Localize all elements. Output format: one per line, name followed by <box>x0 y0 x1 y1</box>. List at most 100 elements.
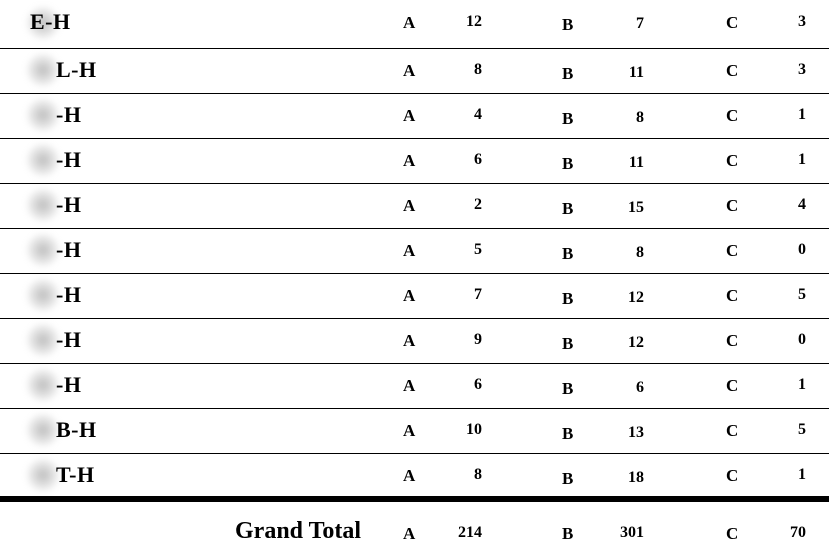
table-row: -H A 4 B 8 C 1 <box>0 94 829 139</box>
row-name: T-H <box>56 462 95 487</box>
col-b-value: 18 <box>628 469 644 486</box>
col-c-label: C <box>726 376 739 395</box>
col-a-label: A <box>403 331 416 350</box>
table-row: -H A 6 B 6 C 1 <box>0 364 829 409</box>
col-b-label: B <box>562 15 574 34</box>
col-b-value: 11 <box>628 154 644 171</box>
col-c-label: C <box>726 151 739 170</box>
col-b-value: 13 <box>628 424 644 441</box>
total-b-label: B <box>562 524 574 543</box>
redacted-prefix <box>26 53 60 87</box>
col-c-label: C <box>726 13 739 32</box>
redacted-prefix <box>26 458 60 492</box>
redacted-prefix <box>26 143 60 177</box>
row-name: E-H <box>30 9 71 34</box>
redacted-prefix <box>26 413 60 447</box>
col-c-label: C <box>726 106 739 125</box>
redacted-prefix <box>26 188 60 222</box>
col-b-label: B <box>562 64 574 83</box>
col-c-value: 0 <box>798 331 806 348</box>
col-a-value: 6 <box>474 376 482 393</box>
table-row: T-H A 8 B 18 C 1 <box>0 454 829 499</box>
total-c-label: C <box>726 524 739 543</box>
col-a-value: 8 <box>474 61 482 78</box>
col-b-value: 8 <box>636 244 644 261</box>
col-b-label: B <box>562 289 574 308</box>
total-c-value: 70 <box>790 524 806 541</box>
row-name: -H <box>56 237 82 262</box>
col-c-value: 3 <box>798 61 806 78</box>
row-name: -H <box>56 282 82 307</box>
col-a-label: A <box>403 376 416 395</box>
row-name: -H <box>56 192 82 217</box>
col-b-label: B <box>562 109 574 128</box>
redacted-prefix <box>26 278 60 312</box>
col-c-value: 1 <box>798 376 806 393</box>
col-a-value: 10 <box>466 421 482 438</box>
col-a-value: 6 <box>474 151 482 168</box>
col-a-value: 7 <box>474 286 482 303</box>
col-c-value: 0 <box>798 241 806 258</box>
row-name: -H <box>56 147 82 172</box>
col-a-value: 12 <box>466 13 482 30</box>
table-row: B-H A 10 B 13 C 5 <box>0 409 829 454</box>
col-a-value: 5 <box>474 241 482 258</box>
col-b-label: B <box>562 469 574 488</box>
col-a-label: A <box>403 241 416 260</box>
row-name: B-H <box>56 417 97 442</box>
col-a-label: A <box>403 466 416 485</box>
col-b-label: B <box>562 199 574 218</box>
col-a-label: A <box>403 13 416 32</box>
total-a-value: 214 <box>458 524 482 541</box>
col-a-value: 4 <box>474 106 482 123</box>
col-c-value: 4 <box>798 196 806 213</box>
col-b-value: 12 <box>628 334 644 351</box>
col-c-value: 3 <box>798 13 806 30</box>
table-row: -H A 5 B 8 C 0 <box>0 229 829 274</box>
col-a-label: A <box>403 61 416 80</box>
col-c-label: C <box>726 421 739 440</box>
col-a-value: 9 <box>474 331 482 348</box>
col-b-label: B <box>562 334 574 353</box>
col-a-label: A <box>403 196 416 215</box>
col-b-value: 15 <box>628 199 644 216</box>
col-b-label: B <box>562 379 574 398</box>
total-b-value: 301 <box>620 524 644 541</box>
col-c-label: C <box>726 241 739 260</box>
col-b-value: 8 <box>636 109 644 126</box>
table-row: L-H A 8 B 11 C 3 <box>0 49 829 94</box>
grand-total-row: Grand Total A 214 B 301 C 70 <box>0 502 829 552</box>
col-b-value: 7 <box>636 15 644 32</box>
col-c-label: C <box>726 196 739 215</box>
row-name: -H <box>56 372 82 397</box>
table-row: -H A 2 B 15 C 4 <box>0 184 829 229</box>
redacted-prefix <box>26 233 60 267</box>
col-a-label: A <box>403 421 416 440</box>
col-a-label: A <box>403 151 416 170</box>
col-b-label: B <box>562 424 574 443</box>
col-c-label: C <box>726 466 739 485</box>
col-a-value: 8 <box>474 466 482 483</box>
table-row: -H A 7 B 12 C 5 <box>0 274 829 319</box>
col-a-label: A <box>403 106 416 125</box>
totals-table: E-H A 12 B 7 C 3 L-H A 8 B 11 C 3 -H A 4… <box>0 6 829 499</box>
col-c-label: C <box>726 286 739 305</box>
col-c-value: 5 <box>798 421 806 438</box>
col-b-value: 6 <box>636 379 644 396</box>
col-c-label: C <box>726 331 739 350</box>
col-b-value: 12 <box>628 289 644 306</box>
redacted-prefix <box>26 6 60 40</box>
col-c-value: 5 <box>798 286 806 303</box>
redacted-prefix <box>26 98 60 132</box>
row-name: -H <box>56 327 82 352</box>
col-b-value: 11 <box>628 64 644 81</box>
row-name: L-H <box>56 57 97 82</box>
col-a-value: 2 <box>474 196 482 213</box>
col-c-label: C <box>726 61 739 80</box>
col-a-label: A <box>403 286 416 305</box>
col-c-value: 1 <box>798 466 806 483</box>
table-row: -H A 9 B 12 C 0 <box>0 319 829 364</box>
total-divider <box>0 496 829 502</box>
redacted-prefix <box>26 323 60 357</box>
col-b-label: B <box>562 154 574 173</box>
